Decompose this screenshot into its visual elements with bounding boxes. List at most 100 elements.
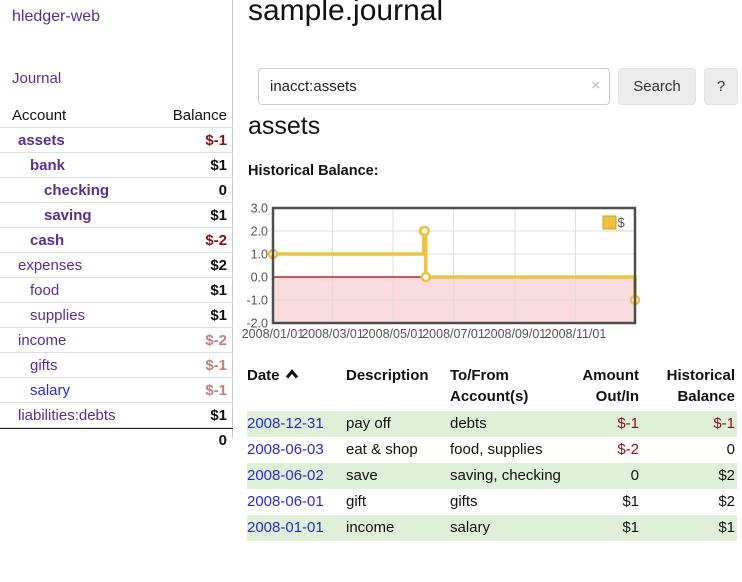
account-row: income $-2 (0, 328, 233, 353)
transaction-description: pay off (346, 415, 391, 432)
sidebar-account-link[interactable]: liabilities:debts (18, 406, 116, 424)
description-column-header: Description (346, 367, 429, 384)
accounts-total-row: 0 (0, 428, 233, 452)
transaction-balance: $-1 (713, 415, 735, 432)
transaction-row: 2008-01-01 income salary $1 $1 (247, 515, 737, 541)
help-button[interactable]: ? (704, 68, 738, 105)
account-row: gifts $-1 (0, 353, 233, 378)
date-column-header[interactable]: Date (247, 363, 346, 411)
transaction-amount: 0 (630, 467, 639, 484)
transaction-amount: $1 (622, 493, 639, 510)
account-balance: $-2 (205, 331, 227, 349)
sort-ascending-icon (285, 365, 299, 386)
account-row: expenses $2 (0, 253, 233, 278)
transaction-date-link[interactable]: 2008-06-03 (247, 441, 324, 458)
account-row: cash $-2 (0, 228, 233, 253)
svg-text:2.0: 2.0 (251, 225, 268, 239)
transaction-balance: 0 (726, 441, 735, 458)
svg-text:2008/05/01: 2008/05/01 (362, 327, 425, 341)
sidebar-account-link[interactable]: checking (44, 181, 110, 199)
sidebar-account-link[interactable]: food (30, 281, 60, 299)
account-balance: $1 (210, 406, 227, 424)
transaction-accounts: saving, checking (450, 467, 561, 484)
svg-text:2008/11/01: 2008/11/01 (545, 327, 607, 341)
account-balance: $1 (210, 156, 227, 174)
account-balance: 0 (218, 181, 227, 199)
search-bar: × Search ? (247, 68, 742, 105)
balance-column-header-main: Historical Balance (666, 367, 735, 405)
svg-text:-2.0: -2.0 (246, 317, 268, 331)
sidebar-account-link[interactable]: expenses (18, 256, 83, 274)
transaction-row: 2008-06-02 save saving, checking 0 $2 (247, 463, 737, 489)
account-row: food $1 (0, 278, 233, 303)
svg-text:2008/01/01: 2008/01/01 (242, 327, 305, 341)
transaction-accounts: debts (450, 415, 487, 432)
account-column-header: Account (12, 106, 67, 124)
brand-link[interactable]: hledger-web (12, 8, 101, 25)
account-balance: $1 (210, 206, 227, 224)
svg-text:3.0: 3.0 (251, 202, 268, 216)
svg-text:0.0: 0.0 (251, 271, 268, 285)
sidebar-account-link[interactable]: assets (18, 131, 65, 149)
transaction-balance: $1 (718, 519, 735, 536)
transaction-row: 2008-06-03 eat & shop food, supplies $-2 0 (247, 437, 737, 463)
sidebar-account-link[interactable]: cash (30, 231, 65, 249)
transaction-accounts: salary (450, 519, 491, 536)
svg-text:$: $ (618, 215, 626, 230)
svg-text:2008/03/01: 2008/03/01 (301, 327, 364, 341)
transaction-amount: $-1 (617, 415, 639, 432)
account-balance: $-2 (205, 231, 227, 249)
svg-text:1.0: 1.0 (251, 248, 268, 262)
account-row: saving $1 (0, 203, 233, 228)
accounts-table-header: Account Balance (0, 103, 233, 128)
transaction-accounts: food, supplies (450, 441, 543, 458)
sidebar-account-link[interactable]: gifts (30, 356, 58, 374)
page-title: sample.journal (248, 0, 444, 27)
sidebar-account-link[interactable]: saving (44, 206, 92, 224)
sidebar-account-link[interactable]: salary (30, 381, 71, 399)
transaction-description: save (346, 467, 378, 484)
transaction-date-link[interactable]: 2008-12-31 (247, 415, 324, 432)
accounts-total-value: 0 (218, 432, 227, 449)
sidebar-item-journal[interactable]: Journal (12, 70, 62, 87)
sidebar-account-link[interactable]: supplies (30, 306, 86, 324)
account-balance: $1 (210, 306, 227, 324)
transaction-accounts: gifts (450, 493, 478, 510)
account-balance: $1 (210, 281, 227, 299)
register-table: Date Description To/From Account(s) Amou… (247, 363, 737, 541)
svg-text:-1.0: -1.0 (246, 294, 268, 308)
transaction-row: 2008-12-31 pay off debts $-1 $-1 (247, 411, 737, 437)
transaction-row: 2008-06-01 gift gifts $1 $2 (247, 489, 737, 515)
account-row: bank $1 (0, 153, 233, 178)
account-balance: $-1 (205, 131, 227, 149)
search-input[interactable] (258, 68, 610, 105)
historical-balance-chart: $3.0 2.0 1.0 0.0 -1.0 -2.02008/01/012008/03/0… (242, 202, 641, 341)
transaction-amount: $-2 (617, 441, 639, 458)
account-heading: assets (248, 112, 321, 140)
transaction-description: income (346, 519, 395, 536)
transaction-date-link[interactable]: 2008-06-01 (247, 493, 324, 510)
account-row: assets $-1 (0, 128, 233, 153)
transaction-date-link[interactable]: 2008-01-01 (247, 519, 324, 536)
clear-search-icon[interactable]: × (591, 77, 600, 94)
accounts-table: Account Balance assets $-1 bank $1 checking 0… (0, 103, 233, 452)
sidebar: hledger-web Journal Account Balance asse… (0, 0, 233, 449)
balance-column-header: Balance (172, 106, 227, 124)
transaction-balance: $2 (718, 467, 735, 484)
account-row: supplies $1 (0, 303, 233, 328)
account-balance: $-1 (205, 381, 227, 399)
account-row: checking 0 (0, 178, 233, 203)
svg-text:2008/07/01: 2008/07/01 (422, 327, 485, 341)
sidebar-account-link[interactable]: bank (30, 156, 66, 174)
account-row: liabilities:debts $1 (0, 403, 233, 428)
transaction-balance: $2 (718, 493, 735, 510)
transaction-amount: $1 (622, 519, 639, 536)
account-row: salary $-1 (0, 378, 233, 403)
sidebar-account-link[interactable]: income (18, 331, 67, 349)
account-balance: $2 (210, 256, 227, 274)
search-button[interactable]: Search (618, 68, 696, 105)
amount-column-header: Amount Out/In (582, 367, 639, 405)
transaction-date-link[interactable]: 2008-06-02 (247, 467, 324, 484)
account-balance: $-1 (205, 356, 227, 374)
